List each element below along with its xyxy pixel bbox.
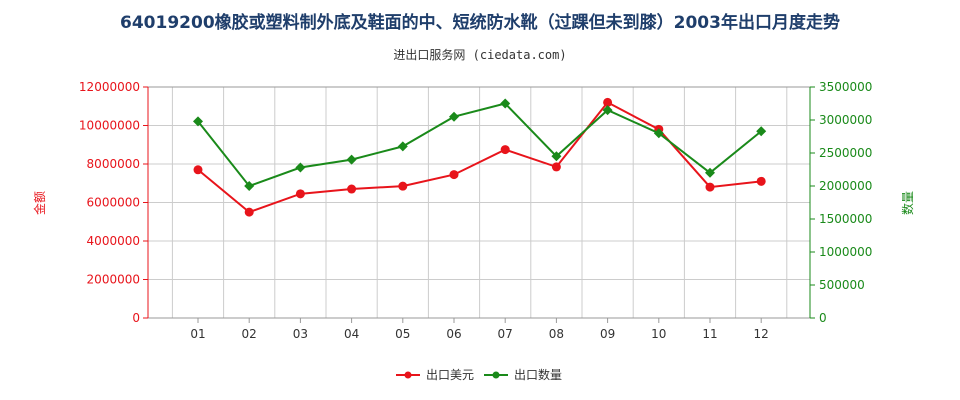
data-point-value[interactable] bbox=[244, 207, 254, 217]
data-point-quantity[interactable] bbox=[193, 116, 203, 127]
data-point-value[interactable] bbox=[295, 189, 305, 199]
x-axis: 01 02 03 04 05 06 07 08 09 10 11 12 bbox=[190, 318, 769, 341]
data-point-quantity[interactable] bbox=[653, 128, 664, 139]
data-point-value[interactable] bbox=[603, 97, 613, 107]
grid-lines bbox=[148, 86, 810, 319]
x-tick-label: 12 bbox=[754, 327, 769, 341]
data-point-quantity[interactable] bbox=[397, 141, 408, 152]
right-tick-label: 1500000 bbox=[819, 212, 872, 226]
left-tick-label: 0 bbox=[132, 311, 140, 325]
left-tick-label: 6000000 bbox=[87, 196, 140, 210]
data-point-value[interactable] bbox=[193, 165, 203, 175]
data-point-value[interactable] bbox=[500, 145, 510, 155]
x-tick-label: 03 bbox=[293, 327, 308, 341]
series-line-quantity bbox=[197, 102, 762, 188]
data-point-quantity[interactable] bbox=[551, 151, 562, 162]
legend-label-value: 出口美元 bbox=[426, 368, 474, 382]
right-axis: 0 500000 1000000 1500000 2000000 2500000 30000… bbox=[809, 80, 872, 325]
legend: 出口美元 出口数量 bbox=[396, 367, 562, 382]
data-point-value[interactable] bbox=[449, 170, 459, 180]
right-tick-label: 3500000 bbox=[819, 80, 872, 94]
right-tick-label: 2000000 bbox=[819, 179, 872, 193]
left-axis-label: 金额 bbox=[32, 191, 47, 215]
x-tick-label: 11 bbox=[702, 327, 717, 341]
x-tick-label: 05 bbox=[395, 327, 410, 341]
x-tick-label: 02 bbox=[242, 327, 257, 341]
left-tick-label: 12000000 bbox=[79, 80, 140, 94]
right-tick-label: 2500000 bbox=[819, 146, 872, 160]
data-point-quantity[interactable] bbox=[602, 105, 613, 116]
left-tick-label: 10000000 bbox=[79, 119, 140, 133]
x-tick-label: 04 bbox=[344, 327, 359, 341]
left-tick-label: 4000000 bbox=[87, 234, 140, 248]
chart-subtitle: 进出口服务网 (ciedata.com) bbox=[393, 48, 567, 62]
x-tick-label: 10 bbox=[651, 327, 666, 341]
data-point-quantity[interactable] bbox=[244, 181, 255, 191]
data-point-value[interactable] bbox=[705, 182, 715, 192]
right-tick-label: 3000000 bbox=[819, 113, 872, 127]
right-tick-label: 1000000 bbox=[819, 245, 872, 259]
data-point-quantity[interactable] bbox=[449, 111, 459, 122]
legend-item-value[interactable]: 出口美元 bbox=[396, 368, 474, 382]
data-point-value[interactable] bbox=[756, 176, 766, 186]
x-tick-label: 06 bbox=[446, 327, 461, 341]
data-point-quantity[interactable] bbox=[346, 154, 357, 165]
data-point-value[interactable] bbox=[398, 181, 408, 191]
data-point-quantity[interactable] bbox=[705, 167, 715, 178]
x-tick-label: 09 bbox=[600, 327, 615, 341]
legend-item-quantity[interactable]: 出口数量 bbox=[484, 367, 562, 382]
series-layer bbox=[193, 97, 767, 217]
chart-title: 64019200橡胶或塑料制外底及鞋面的中、短统防水靴（过踝但未到膝）2003年… bbox=[120, 13, 840, 33]
data-point-quantity[interactable] bbox=[500, 98, 511, 109]
x-tick-label: 07 bbox=[498, 327, 513, 341]
x-tick-label: 01 bbox=[190, 327, 205, 341]
right-axis-label: 数量 bbox=[900, 191, 915, 215]
right-tick-label: 500000 bbox=[819, 278, 865, 292]
data-point-quantity[interactable] bbox=[756, 126, 767, 137]
data-point-quantity[interactable] bbox=[295, 162, 306, 173]
left-tick-label: 8000000 bbox=[87, 157, 140, 171]
data-point-value[interactable] bbox=[551, 162, 561, 172]
x-tick-label: 08 bbox=[549, 327, 564, 341]
left-tick-label: 2000000 bbox=[87, 273, 140, 287]
data-point-value[interactable] bbox=[347, 184, 357, 194]
left-axis: 0 2000000 4000000 6000000 8000000 10000000 120… bbox=[79, 80, 149, 325]
right-tick-label: 0 bbox=[819, 311, 827, 325]
legend-label-quantity: 出口数量 bbox=[514, 367, 562, 382]
